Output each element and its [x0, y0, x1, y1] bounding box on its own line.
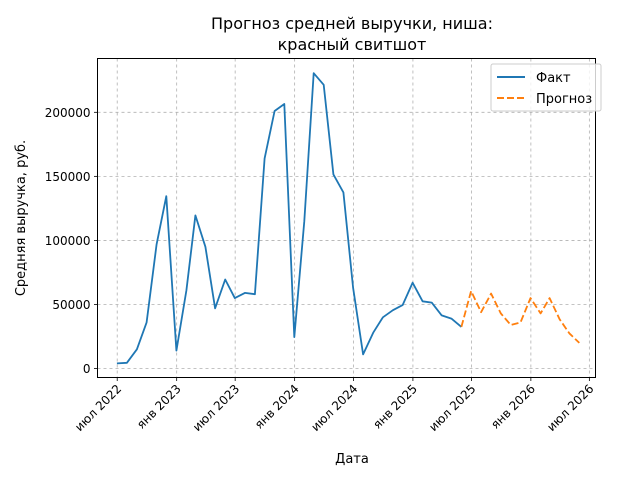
legend-label-forecast: Прогноз — [536, 92, 592, 107]
chart-title-line-1: Прогноз средней выручки, ниша: — [211, 14, 493, 33]
series-line-fact — [116, 72, 462, 365]
legend: Факт Прогноз — [490, 63, 602, 112]
y-tick-label: 150000 — [45, 170, 91, 184]
x-axis-label: Дата — [335, 452, 369, 467]
plot-frame — [97, 58, 596, 378]
legend-box — [490, 63, 602, 112]
y-tick-label: 50000 — [52, 298, 90, 312]
y-tick-label: 100000 — [45, 234, 91, 248]
series-layer — [116, 72, 580, 365]
y-tick-label: 200000 — [45, 106, 91, 120]
chart-title-line-2: красный свитшот — [278, 35, 427, 54]
y-axis-label: Средняя выручка, руб. — [14, 140, 29, 296]
y-tick-label: 0 — [83, 362, 91, 376]
series-line-forecast — [460, 290, 580, 344]
legend-label-fact: Факт — [536, 71, 571, 86]
